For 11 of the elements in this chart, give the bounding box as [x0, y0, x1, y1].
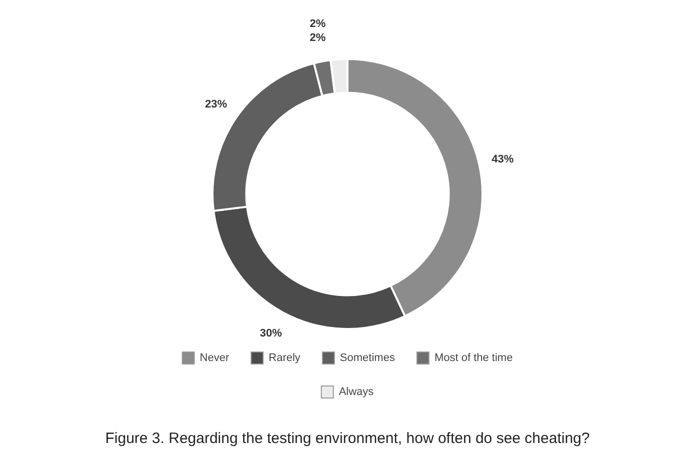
caption: Figure 3. Regarding the testing environment, how often do see cheating? [104, 430, 591, 447]
data-label: 30% [260, 327, 282, 340]
data-label: 23% [204, 98, 228, 111]
data-label: 43% [492, 153, 514, 166]
data-label: 2% [310, 32, 326, 44]
legend-label: Always [338, 386, 374, 398]
data-label: 2% [310, 18, 326, 30]
legend-label: Rarely [268, 352, 301, 364]
legend-label: Never [200, 352, 230, 364]
legend-label: Sometimes [340, 352, 396, 364]
legend-label: Most of the time [434, 352, 513, 364]
